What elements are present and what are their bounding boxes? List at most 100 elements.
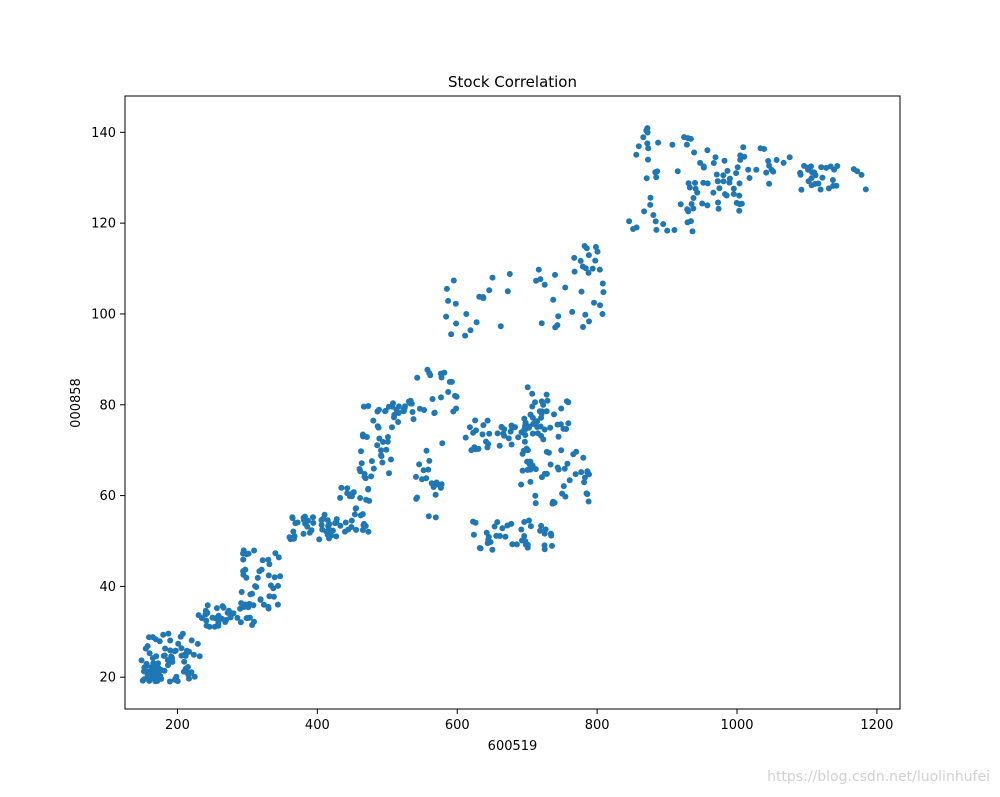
scatter-point [338,484,345,491]
scatter-point [470,429,477,436]
scatter-point [368,458,375,465]
scatter-point [691,149,698,156]
scatter-point [585,269,592,276]
scatter-point [557,421,564,428]
scatter-point [643,127,650,134]
scatter-point [426,370,433,377]
scatter-point [257,596,264,603]
scatter-point [160,631,167,638]
scatter-point [227,614,234,620]
scatter-point [633,151,640,158]
scatter-point [498,424,505,431]
scatter-point [740,144,747,151]
scatter-point [541,426,548,433]
scatter-point [592,257,599,264]
scatter-point [357,495,364,501]
scatter-point [526,517,532,524]
scatter-point [407,397,414,404]
scatter-point [584,491,591,498]
scatter-point [823,164,830,171]
scatter-point [266,561,273,568]
scatter-point [357,512,364,519]
scatter-point [173,673,180,680]
scatter-point [379,459,386,466]
scatter-point [704,147,711,154]
scatter-point [542,526,549,533]
scatter-point [413,473,419,480]
scatter-point [142,645,149,652]
scatter-point [765,158,772,164]
scatter-point [854,168,861,175]
scatter-point [138,657,145,664]
scatter-point [348,517,355,524]
scatter-point [581,479,588,486]
scatter-point [809,169,815,176]
scatter-point [596,266,603,273]
scatter-point [505,435,512,442]
scatter-point [594,248,601,255]
scatter-point [234,614,241,621]
scatter-point [547,424,554,431]
scatter-point [290,528,297,535]
scatter-point [664,227,671,234]
x-tick-label: 200 [165,718,190,733]
y-tick-label: 60 [99,489,116,504]
scatter-point [552,324,559,331]
scatter-point [713,171,720,178]
scatter-point [448,331,455,338]
scatter-point [578,469,585,476]
scatter-point [599,280,606,287]
scatter-point [275,582,281,589]
scatter-point [545,449,552,456]
scatter-point [534,430,541,437]
scatter-point [493,532,500,539]
scatter-point [521,438,528,445]
scatter-point [569,308,576,315]
x-axis-label: 600519 [488,739,538,754]
scatter-point [240,556,247,563]
y-tick-label: 120 [91,217,116,232]
scatter-point [146,677,153,684]
scatter-point [171,648,178,655]
scatter-point [463,311,470,317]
scatter-point [714,178,721,185]
scatter-point [674,168,681,175]
scatter-point [562,493,569,500]
scatter-point [391,414,397,421]
scatter-point [324,517,331,524]
scatter-point [256,568,263,575]
scatter-point [196,653,203,660]
scatter-point [515,434,522,441]
scatter-point [249,622,256,628]
scatter-point [683,141,690,148]
scatter-point [470,531,477,538]
scatter-point [450,277,457,284]
scatter-point [246,600,253,607]
scatter-point [506,271,513,277]
scatter-point [252,583,259,590]
scatter-point [378,452,384,459]
scatter-point [386,470,392,477]
y-tick-label: 20 [99,671,116,686]
scatter-point [552,271,558,278]
scatter-point [834,163,841,169]
scatter-point [384,434,391,440]
scatter-point [395,419,402,425]
x-axis-ticks: 200 400 600 800 1000 1200 [165,709,893,733]
scatter-point [654,168,661,175]
scatter-point [318,522,325,528]
scatter-point [304,523,311,530]
scatter-point [626,218,633,225]
scatter-point [342,519,349,526]
scatter-point [687,135,694,142]
scatter-point [319,526,326,533]
scatter-point [635,143,642,150]
scatter-point [562,284,569,291]
scatter-point [555,313,562,320]
scatter-point [694,189,701,196]
scatter-point [858,171,865,178]
scatter-point [527,523,534,530]
scatter-point [513,541,520,548]
scatter-point [715,199,721,206]
scatter-point [766,180,773,187]
